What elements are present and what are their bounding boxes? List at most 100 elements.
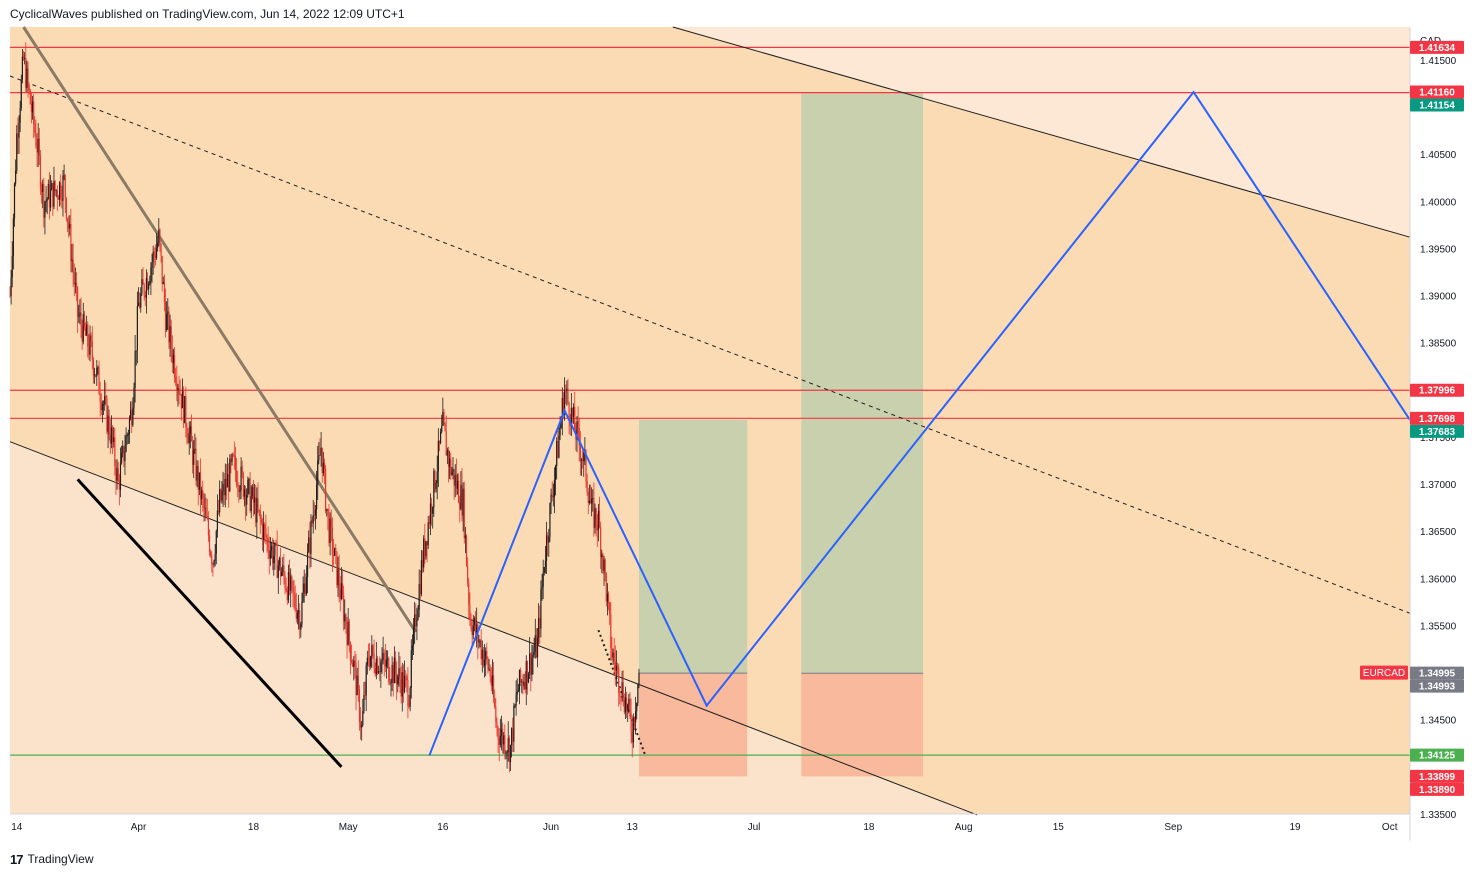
price-tick-label: 1.40500	[1420, 150, 1457, 161]
candle-body	[465, 535, 468, 566]
candle-body	[586, 480, 588, 492]
candle-body	[124, 451, 126, 462]
candle-body	[340, 583, 343, 599]
candle-body	[28, 84, 30, 91]
candle-body	[410, 650, 412, 689]
candle-body	[304, 583, 306, 594]
candle-body	[471, 628, 473, 636]
candle-body	[155, 247, 158, 259]
candle-body	[134, 351, 136, 388]
candle-body	[436, 471, 438, 484]
candle-body	[189, 426, 191, 434]
candle-body	[232, 454, 234, 456]
candle-body	[538, 618, 540, 638]
price-tag-bg	[1410, 782, 1464, 796]
candle-body	[407, 680, 409, 706]
price-axis-labels: 1.41634 1.41160 1.41154 1.37996 1.37698 1.376…	[1360, 40, 1464, 796]
candle-body	[47, 184, 49, 200]
candle-body	[558, 435, 560, 458]
candle-body	[592, 497, 594, 499]
candle-body	[390, 682, 392, 684]
candle-body	[302, 592, 304, 602]
candle-body	[230, 458, 232, 463]
price-tick-label: 1.35500	[1420, 621, 1457, 632]
candle-body	[46, 199, 48, 201]
candle-body	[20, 79, 22, 108]
candle-body	[229, 458, 231, 492]
candle-body	[226, 474, 229, 488]
candle-body	[92, 359, 95, 376]
candle-body	[216, 510, 219, 531]
candle-body	[368, 658, 371, 667]
candle-body	[339, 589, 341, 599]
candle-body	[632, 717, 634, 743]
candle-body	[421, 560, 424, 568]
candle-body	[142, 279, 144, 285]
candle-body	[464, 535, 466, 539]
candle-body	[312, 514, 314, 524]
candle-body	[614, 661, 616, 671]
candle-body	[193, 449, 195, 465]
candle-body	[12, 218, 14, 257]
candle-body	[399, 668, 401, 680]
candle-body	[418, 584, 420, 611]
candle-body	[77, 287, 79, 317]
candle-body	[514, 705, 516, 707]
candle-body	[598, 510, 601, 528]
price-tag-text: 1.37996	[1419, 386, 1456, 397]
candle-body	[434, 470, 436, 490]
candle-body	[419, 584, 421, 595]
candle-body	[90, 335, 92, 342]
candle-body	[225, 478, 228, 488]
candle-body	[392, 664, 394, 684]
candle-body	[241, 466, 243, 474]
candle-body	[319, 455, 321, 456]
candle-body	[353, 660, 355, 667]
candle-body	[265, 528, 267, 538]
candle-body	[382, 653, 384, 661]
stop-zone	[801, 673, 924, 777]
candle-body	[306, 551, 309, 577]
candle-body	[136, 305, 138, 351]
candle-body	[635, 711, 637, 723]
price-tag-bg	[1410, 666, 1464, 680]
candle-body	[26, 68, 28, 88]
candle-body	[48, 184, 51, 208]
candle-body	[496, 721, 498, 729]
candle-body	[106, 398, 108, 432]
candle-body	[526, 661, 528, 683]
candle-body	[505, 752, 507, 754]
candle-body	[521, 681, 523, 683]
candle-body	[264, 524, 266, 529]
channel-mid-line	[9, 75, 1411, 614]
candle-body	[16, 133, 18, 171]
candle-body	[213, 560, 215, 565]
price-tag-text: 1.34993	[1419, 682, 1456, 693]
candle-body	[214, 554, 216, 561]
candle-body	[334, 547, 336, 556]
candle-body	[61, 198, 63, 201]
candle-body	[520, 669, 522, 683]
candle-body	[35, 132, 37, 147]
candle-body	[509, 745, 512, 763]
candle-body	[66, 218, 69, 222]
position-boxes	[638, 92, 924, 777]
candle-body	[311, 520, 313, 524]
candle-body	[146, 278, 149, 290]
candle-body	[438, 440, 441, 444]
candle-body	[158, 229, 160, 243]
candle-body	[363, 695, 365, 712]
candle-body	[30, 104, 33, 113]
candle-body	[224, 478, 226, 496]
candle-body	[40, 188, 43, 192]
time-tick-label: 16	[437, 822, 449, 833]
publisher-caption: CyclicalWaves published on TradingView.c…	[10, 7, 405, 21]
candle-body	[102, 404, 105, 406]
candle-body	[198, 472, 200, 490]
candle-body	[451, 471, 453, 475]
candle-body	[248, 479, 250, 481]
candle-body	[409, 688, 411, 707]
price-tick-label: 1.37000	[1420, 480, 1457, 491]
candle-body	[190, 426, 193, 442]
